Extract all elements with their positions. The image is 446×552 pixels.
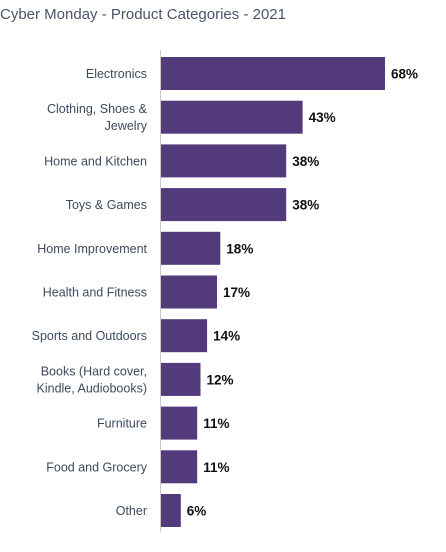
category-label: Clothing, Shoes & <box>47 102 148 116</box>
category-label: Electronics <box>86 67 147 81</box>
category-label: Other <box>116 504 147 518</box>
bar <box>161 144 287 178</box>
bar-value-label: 43% <box>309 110 336 125</box>
bar <box>161 188 287 222</box>
category-label: Home Improvement <box>37 242 147 256</box>
bar <box>161 275 217 309</box>
bar <box>161 406 198 440</box>
bar <box>161 319 208 353</box>
bar-value-label: 38% <box>292 198 319 213</box>
bar <box>161 362 201 396</box>
category-label: Kindle, Audiobooks) <box>37 381 148 395</box>
category-label: Food and Grocery <box>46 460 147 474</box>
category-label: Home and Kitchen <box>44 154 147 168</box>
chart-title: Cyber Monday - Product Categories - 2021 <box>0 6 286 23</box>
bar-value-label: 11% <box>203 460 229 475</box>
bar-value-label: 12% <box>207 372 234 387</box>
category-label: Jewelry <box>105 119 148 133</box>
bar <box>161 450 198 484</box>
bar <box>161 57 385 90</box>
bar-value-label: 17% <box>223 285 250 300</box>
bar-value-label: 18% <box>226 241 253 256</box>
category-label: Books (Hard cover, <box>41 364 147 378</box>
bar <box>161 494 181 527</box>
bar-value-label: 11% <box>203 416 229 431</box>
category-label: Health and Fitness <box>43 286 147 300</box>
category-label: Furniture <box>97 417 147 431</box>
bar <box>161 231 221 265</box>
bars-group: 68% Electronics 43% Clothing, Shoes & Jewelr… <box>32 57 418 527</box>
bar-value-label: 68% <box>391 67 418 82</box>
bar-value-label: 14% <box>213 329 240 344</box>
bar-value-label: 6% <box>187 504 207 519</box>
bar <box>161 100 303 134</box>
category-label: Toys & Games <box>66 198 147 212</box>
bar-value-label: 38% <box>292 154 319 169</box>
category-label: Sports and Outdoors <box>32 329 147 343</box>
